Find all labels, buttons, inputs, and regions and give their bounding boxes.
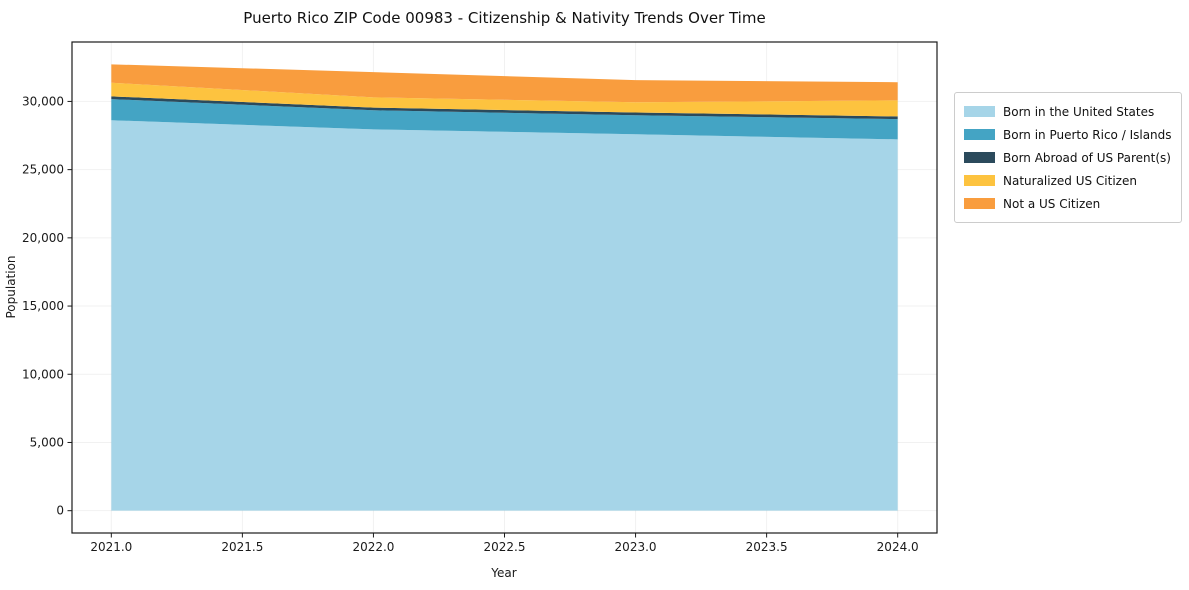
y-tick-label: 25,000 [22, 163, 64, 177]
legend-swatch [964, 175, 995, 186]
x-tick-label: 2022.0 [352, 540, 394, 554]
y-axis-label: Population [4, 255, 18, 318]
area-series-4 [111, 64, 898, 103]
y-tick-label: 5,000 [30, 435, 64, 449]
legend-label: Born in Puerto Rico / Islands [1003, 127, 1172, 142]
x-tick-label: 2024.0 [877, 540, 919, 554]
legend-item: Born Abroad of US Parent(s) [964, 146, 1172, 169]
legend-item: Not a US Citizen [964, 192, 1172, 215]
y-tick-label: 0 [56, 504, 64, 518]
area-series-1 [111, 99, 898, 140]
legend-swatch [964, 198, 995, 209]
x-axis-label: Year [490, 566, 516, 580]
y-tick-label: 15,000 [22, 299, 64, 313]
x-tick-label: 2021.0 [90, 540, 132, 554]
legend-item: Born in Puerto Rico / Islands [964, 123, 1172, 146]
axis-layer: 2021.0 2021.5 2022.0 2022.5 2023.0 2023.5 2024… [22, 41, 938, 554]
legend-label: Not a US Citizen [1003, 196, 1101, 211]
legend-swatch [964, 129, 995, 140]
legend-label: Naturalized US Citizen [1003, 173, 1137, 188]
x-tick-label: 2022.5 [484, 540, 526, 554]
x-tick-label: 2021.5 [221, 540, 263, 554]
legend: Born in the United States Born in Puerto … [954, 92, 1182, 223]
legend-item: Naturalized US Citizen [964, 169, 1172, 192]
area-series-3 [111, 82, 898, 117]
y-tick-label: 20,000 [22, 231, 64, 245]
legend-item: Born in the United States [964, 100, 1172, 123]
y-tick-label: 30,000 [22, 94, 64, 108]
y-tick-label: 10,000 [22, 367, 64, 381]
legend-swatch [964, 152, 995, 163]
area-layer [111, 64, 898, 511]
chart-title: Puerto Rico ZIP Code 00983 - Citizenship… [243, 9, 766, 27]
x-tick-label: 2023.5 [746, 540, 788, 554]
legend-swatch [964, 106, 995, 117]
x-tick-label: 2023.0 [615, 540, 657, 554]
area-series-2 [111, 96, 898, 120]
legend-label: Born in the United States [1003, 104, 1155, 119]
area-series-0 [111, 120, 898, 511]
legend-label: Born Abroad of US Parent(s) [1003, 150, 1171, 165]
